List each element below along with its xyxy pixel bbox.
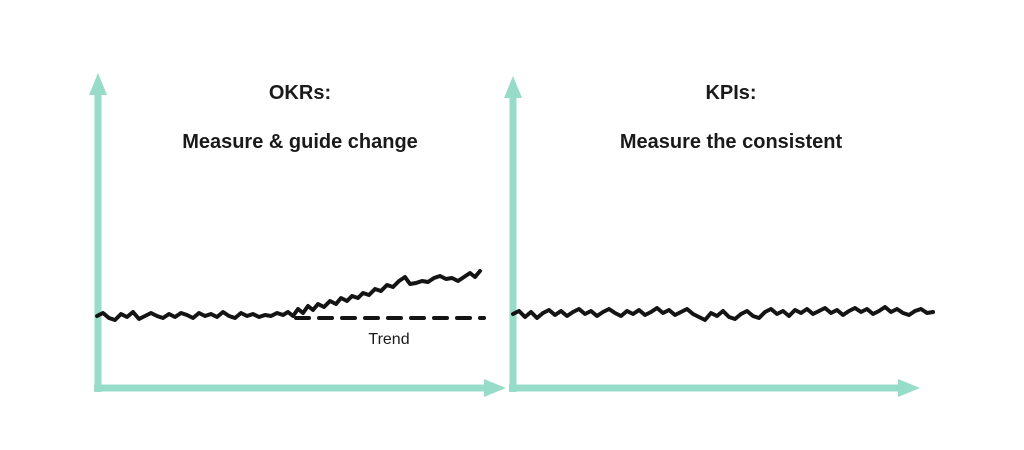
kpi-y-axis-arrow-icon	[504, 76, 522, 98]
kpi-actual-line	[511, 305, 935, 322]
okr-y-axis-arrow-icon	[89, 73, 107, 95]
okr-panel-subtitle: Measure & guide change	[182, 131, 418, 153]
kpi-panel-subtitle: Measure the consistent	[619, 131, 843, 153]
okr-panel-header: OKRs: Measure & guide change	[94, 82, 506, 153]
okr-panel-title: OKRs:	[268, 82, 332, 104]
kpi-panel-title: KPIs:	[705, 82, 757, 104]
series-layer	[95, 269, 935, 322]
okr-actual-line	[95, 269, 482, 322]
kpi-panel-header: KPIs: Measure the consistent	[512, 82, 950, 153]
trend-label: Trend	[368, 331, 410, 348]
kpi-x-axis-arrow-icon	[898, 379, 920, 397]
kpi-axes	[504, 76, 920, 397]
okr-axes	[89, 73, 506, 397]
okr-x-axis-arrow-icon	[484, 379, 506, 397]
